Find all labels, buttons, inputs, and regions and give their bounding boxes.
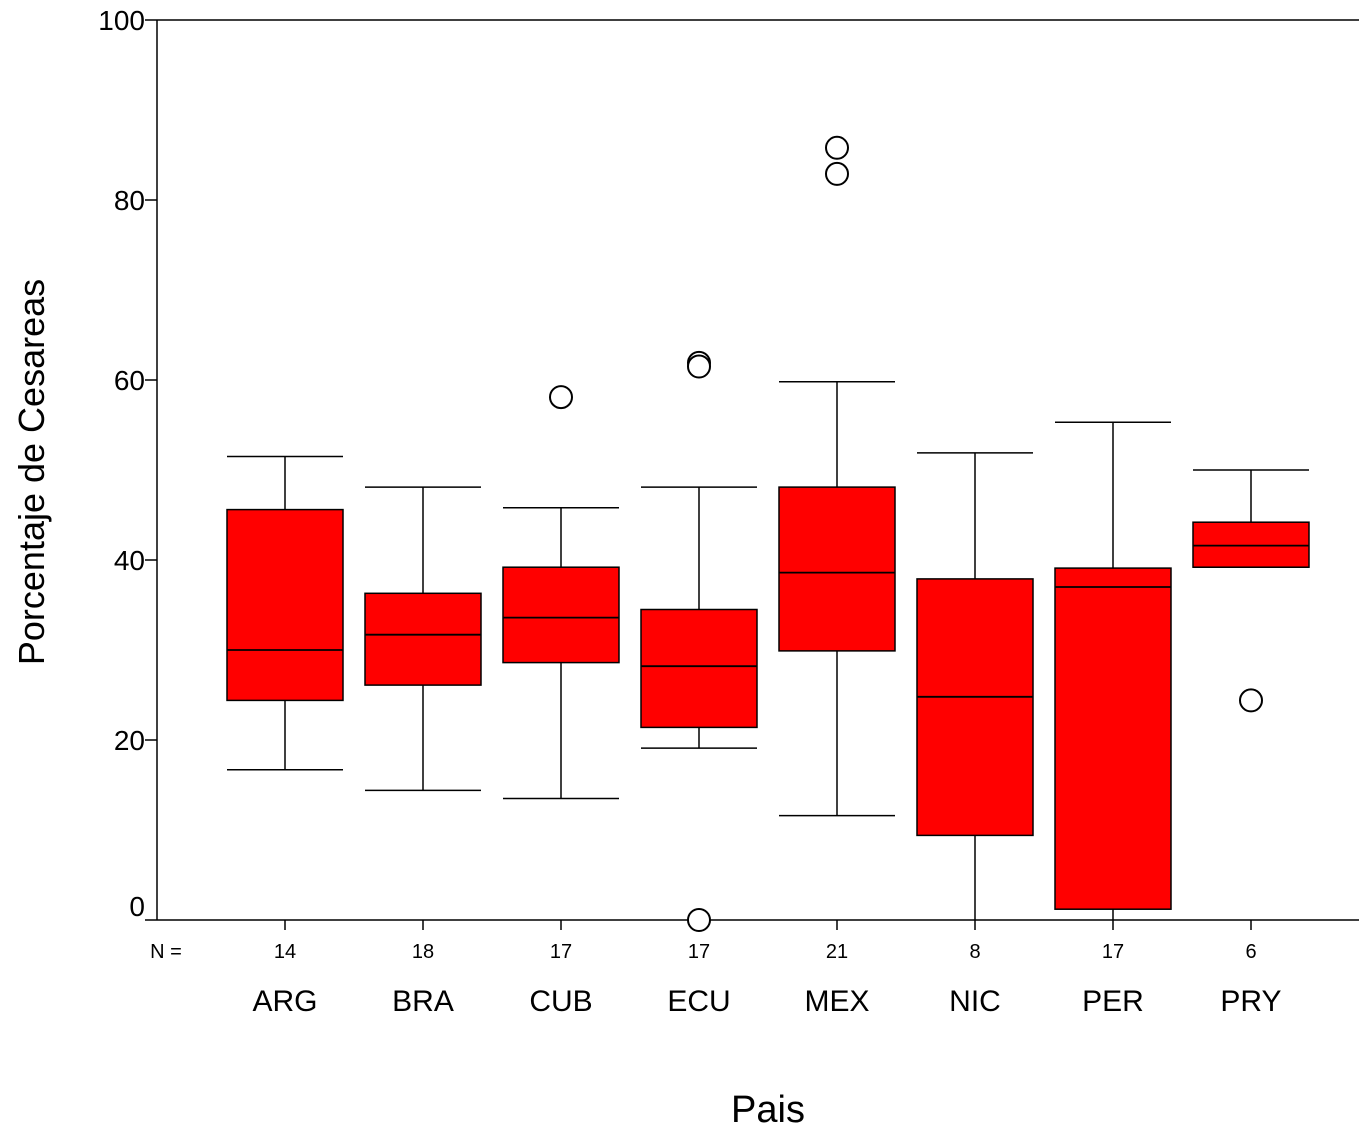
- n-label-mex: 21: [826, 941, 848, 963]
- category-label-cub: CUB: [529, 985, 592, 1018]
- y-tick-label-40: 40: [114, 545, 145, 576]
- outlier-mex-0: [825, 135, 849, 160]
- y-axis-title: Porcentaje de Cesareas: [11, 279, 52, 665]
- outlier-mex-1: [825, 161, 849, 186]
- outlier-cub-0: [549, 385, 573, 410]
- x-axis: 14 ARG 18 BRA 17 CUB 17 ECU 21 MEX 8 NIC 17 PER 6 PRY: [252, 920, 1282, 1018]
- boxes-group: [226, 135, 1310, 932]
- outlier-pry-0: [1239, 688, 1263, 713]
- n-label-nic: 8: [969, 941, 980, 963]
- category-label-mex: MEX: [804, 985, 869, 1018]
- box-cub: [502, 566, 620, 664]
- category-label-nic: NIC: [949, 985, 1001, 1018]
- box-per: [1054, 567, 1172, 910]
- outlier-ecu-1: [687, 354, 711, 379]
- n-label-arg: 14: [274, 941, 296, 963]
- y-axis: 0 20 40 60 80 100: [98, 5, 157, 922]
- category-label-arg: ARG: [252, 985, 317, 1018]
- y-tick-label-100: 100: [98, 5, 145, 36]
- n-label-ecu: 17: [688, 941, 710, 963]
- category-label-per: PER: [1082, 985, 1144, 1018]
- category-label-ecu: ECU: [667, 985, 730, 1018]
- n-label-bra: 18: [412, 941, 434, 963]
- y-tick-label-80: 80: [114, 185, 145, 216]
- x-axis-title: Pais: [731, 1089, 805, 1127]
- plot-area: [156, 19, 1359, 921]
- n-label-cub: 17: [550, 941, 572, 963]
- n-label-per: 17: [1102, 941, 1124, 963]
- y-tick-label-0: 0: [129, 891, 145, 922]
- box-nic: [916, 578, 1034, 837]
- box-mex: [778, 486, 896, 652]
- outlier-ecu-2: [687, 908, 711, 932]
- box-bra: [364, 592, 482, 686]
- box-arg: [226, 508, 344, 702]
- box-ecu: [640, 608, 758, 729]
- y-tick-label-20: 20: [114, 725, 145, 756]
- n-prefix-label: N =: [150, 941, 182, 963]
- category-label-bra: BRA: [392, 985, 454, 1018]
- category-label-pry: PRY: [1220, 985, 1281, 1018]
- y-tick-label-60: 60: [114, 365, 145, 396]
- n-label-pry: 6: [1245, 941, 1256, 963]
